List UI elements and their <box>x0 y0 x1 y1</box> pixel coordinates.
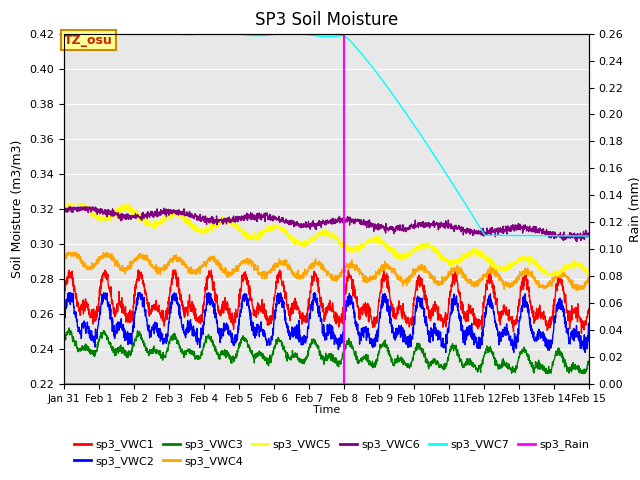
Line: sp3_VWC2: sp3_VWC2 <box>64 293 589 352</box>
Line: sp3_VWC4: sp3_VWC4 <box>64 252 589 290</box>
sp3_VWC1 <box>60 294 68 300</box>
sp3_VWC5 <box>585 269 593 275</box>
sp3_VWC4 <box>65 250 72 255</box>
Y-axis label: Soil Moisture (m3/m3): Soil Moisture (m3/m3) <box>11 140 24 278</box>
sp3_VWC6 <box>87 207 95 213</box>
sp3_VWC7 <box>87 28 95 34</box>
sp3_VWC2 <box>570 332 578 338</box>
Legend: sp3_VWC1, sp3_VWC2, sp3_VWC3, sp3_VWC4, sp3_VWC5, sp3_VWC6, sp3_VWC7, sp3_Rain: sp3_VWC1, sp3_VWC2, sp3_VWC3, sp3_VWC4, … <box>70 435 594 471</box>
Line: sp3_VWC6: sp3_VWC6 <box>64 207 589 241</box>
sp3_Rain <box>87 381 95 387</box>
sp3_VWC6 <box>573 239 580 244</box>
sp3_VWC6 <box>474 229 481 235</box>
Title: SP3 Soil Moisture: SP3 Soil Moisture <box>255 11 398 29</box>
sp3_VWC2 <box>87 329 95 335</box>
sp3_VWC4 <box>585 274 593 280</box>
sp3_VWC2 <box>316 303 323 309</box>
sp3_VWC6 <box>60 209 68 215</box>
sp3_VWC7 <box>570 233 578 239</box>
sp3_VWC1 <box>570 311 577 316</box>
sp3_VWC3 <box>474 369 481 375</box>
sp3_Rain <box>570 381 577 387</box>
sp3_VWC1 <box>474 320 481 326</box>
sp3_VWC6 <box>301 219 309 225</box>
sp3_VWC1 <box>87 314 95 320</box>
sp3_VWC5 <box>570 258 578 264</box>
sp3_VWC7 <box>76 28 84 34</box>
sp3_VWC7 <box>585 233 593 239</box>
sp3_VWC3 <box>585 360 593 366</box>
sp3_VWC2 <box>65 290 72 296</box>
sp3_VWC6 <box>570 232 577 238</box>
sp3_VWC3 <box>316 352 323 358</box>
sp3_Rain <box>474 381 481 387</box>
sp3_VWC5 <box>60 204 68 210</box>
sp3_Rain <box>570 381 577 387</box>
sp3_Rain <box>316 381 323 387</box>
sp3_VWC2 <box>301 340 309 346</box>
sp3_VWC3 <box>570 366 578 372</box>
sp3_VWC7 <box>60 29 68 35</box>
sp3_VWC7 <box>316 33 323 39</box>
sp3_VWC7 <box>301 32 309 37</box>
sp3_VWC1 <box>585 306 593 312</box>
sp3_VWC4 <box>301 269 309 275</box>
sp3_VWC1 <box>301 313 309 319</box>
sp3_VWC4 <box>316 260 323 265</box>
sp3_VWC2 <box>510 349 518 355</box>
sp3_VWC4 <box>474 282 481 288</box>
sp3_VWC4 <box>87 264 95 270</box>
sp3_VWC2 <box>570 338 578 344</box>
Line: sp3_VWC5: sp3_VWC5 <box>64 204 589 276</box>
sp3_VWC5 <box>543 273 550 278</box>
sp3_VWC3 <box>65 325 73 331</box>
sp3_VWC3 <box>87 348 95 354</box>
sp3_VWC4 <box>60 257 68 263</box>
Line: sp3_VWC7: sp3_VWC7 <box>64 31 589 236</box>
sp3_VWC1 <box>65 267 73 273</box>
Line: sp3_VWC3: sp3_VWC3 <box>64 328 589 373</box>
sp3_VWC1 <box>578 331 586 336</box>
sp3_VWC4 <box>570 282 577 288</box>
sp3_VWC5 <box>570 258 578 264</box>
sp3_VWC2 <box>585 323 593 329</box>
sp3_VWC7 <box>570 233 577 239</box>
sp3_VWC2 <box>474 340 481 346</box>
sp3_VWC3 <box>60 338 68 344</box>
sp3_VWC3 <box>301 355 309 360</box>
sp3_VWC4 <box>573 288 580 293</box>
sp3_Rain <box>301 381 309 387</box>
sp3_VWC6 <box>570 232 578 238</box>
sp3_VWC6 <box>316 220 323 226</box>
sp3_VWC7 <box>474 221 481 227</box>
sp3_VWC5 <box>474 251 481 256</box>
sp3_Rain <box>60 381 68 387</box>
Text: TZ_osu: TZ_osu <box>64 34 113 47</box>
sp3_VWC1 <box>316 291 323 297</box>
sp3_VWC3 <box>570 363 578 369</box>
sp3_VWC5 <box>316 229 323 235</box>
sp3_VWC6 <box>65 204 73 210</box>
sp3_VWC3 <box>542 371 550 376</box>
Line: sp3_VWC1: sp3_VWC1 <box>64 270 589 334</box>
X-axis label: Time: Time <box>313 405 340 415</box>
Y-axis label: Rain (mm): Rain (mm) <box>629 176 640 241</box>
sp3_VWC5 <box>301 238 309 243</box>
sp3_Rain <box>585 381 593 387</box>
sp3_VWC2 <box>60 319 68 324</box>
sp3_VWC6 <box>585 233 593 239</box>
sp3_VWC4 <box>570 285 578 291</box>
sp3_VWC5 <box>87 213 95 218</box>
sp3_VWC5 <box>62 201 70 206</box>
sp3_VWC1 <box>570 308 578 313</box>
